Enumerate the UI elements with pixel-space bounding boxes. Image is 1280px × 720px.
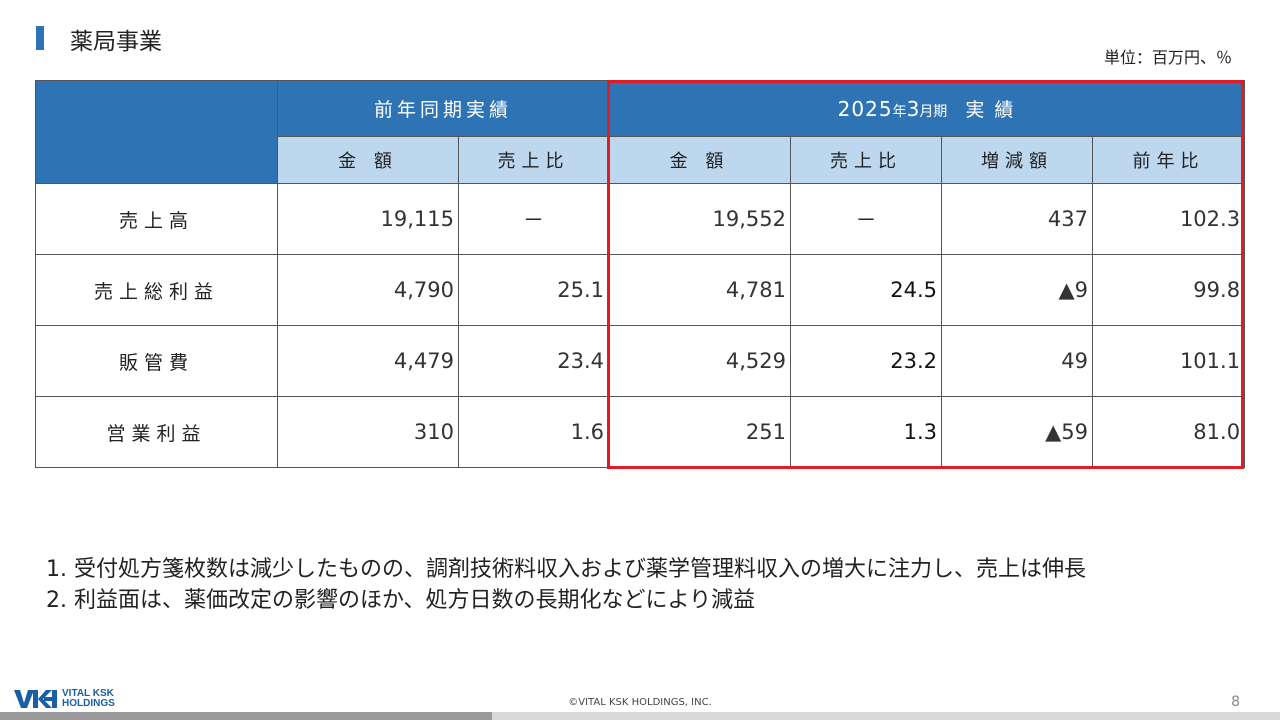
header-month-suffix: 月期 [919,104,948,120]
note-item: 2. 利益面は、薬価改定の影響のほか、処方日数の長期化などにより減益 [46,588,756,613]
cell-ratio-prev: 25.1 [457,254,610,326]
header-actual: 実 績 [965,99,1016,121]
subheader-change: 増減額 [941,136,1094,184]
footer-strip-accent [0,712,492,720]
cell-yoy: 101.1 [1092,325,1246,397]
copyright: ©VITAL KSK HOLDINGS, INC. [568,697,712,708]
cell-amount-prev: 310 [277,396,459,468]
cell-amount-prev: 4,479 [277,325,459,397]
table-row: 販管費 4,479 23.4 4,529 23.2 49 101.1 [35,325,1246,397]
title-accent-bar [36,26,44,50]
company-logo: VITAL KSK HOLDINGS [14,688,115,710]
cell-amount-curr: 4,781 [608,254,792,326]
vital-ksk-logo-mark-icon [14,690,57,708]
header-prev-period: 前年同期実績 [276,80,610,137]
logo-text-line2: HOLDINGS [62,698,115,709]
note-item: 1. 受付処方箋枚数は減少したものの、調剤技術料収入および薬学管理料収入の増大に… [46,557,1086,582]
subheader-ratio-prev: 売上比 [457,136,610,184]
page-title: 薬局事業 [70,29,162,55]
cell-ratio-prev: 1.6 [457,396,610,468]
cell-ratio-prev: － [457,183,610,255]
logo-text: VITAL KSK HOLDINGS [62,689,115,709]
cell-change: 437 [941,183,1094,255]
subheader-yoy: 前年比 [1092,136,1246,184]
row-label: 営業利益 [35,396,278,468]
subheader-amount-prev: 金 額 [277,136,459,184]
results-table: 前年同期実績 2025年3月期 実 績 金 額 売上比 金 額 売上比 増減額 … [35,80,1246,468]
cell-yoy: 102.3 [1092,183,1246,255]
row-label: 売上高 [35,183,278,255]
header-year-suffix: 年 [892,104,907,120]
footer-strip [0,712,1280,720]
unit-label: 単位：百万円、％ [1103,48,1232,67]
header-corner [35,80,278,184]
header-current-period: 2025年3月期 実 績 [608,80,1246,137]
cell-yoy: 81.0 [1092,396,1246,468]
subheader-amount-curr: 金 額 [608,136,792,184]
cell-change: ▲9 [941,254,1094,326]
table-row: 営業利益 310 1.6 251 1.3 ▲59 81.0 [35,396,1246,468]
row-label: 販管費 [35,325,278,397]
cell-ratio-prev: 23.4 [457,325,610,397]
cell-ratio-curr: － [790,183,943,255]
cell-amount-prev: 4,790 [277,254,459,326]
header-year: 2025 [837,97,893,121]
cell-ratio-curr: 24.5 [790,254,943,326]
cell-amount-prev: 19,115 [277,183,459,255]
row-label: 売上総利益 [35,254,278,326]
logo-text-line1: VITAL KSK [62,688,114,699]
cell-change: ▲59 [941,396,1094,468]
cell-ratio-curr: 1.3 [790,396,943,468]
cell-amount-curr: 4,529 [608,325,792,397]
cell-amount-curr: 251 [608,396,792,468]
cell-amount-curr: 19,552 [608,183,792,255]
table-row: 売上総利益 4,790 25.1 4,781 24.5 ▲9 99.8 [35,254,1246,326]
cell-ratio-curr: 23.2 [790,325,943,397]
page-number: 8 [1231,694,1240,710]
notes: 1. 受付処方箋枚数は減少したものの、調剤技術料収入および薬学管理料収入の増大に… [46,554,1086,616]
cell-change: 49 [941,325,1094,397]
subheader-ratio-curr: 売上比 [790,136,943,184]
header-month: 3 [906,97,920,121]
cell-yoy: 99.8 [1092,254,1246,326]
table-row: 売上高 19,115 － 19,552 － 437 102.3 [35,183,1246,255]
